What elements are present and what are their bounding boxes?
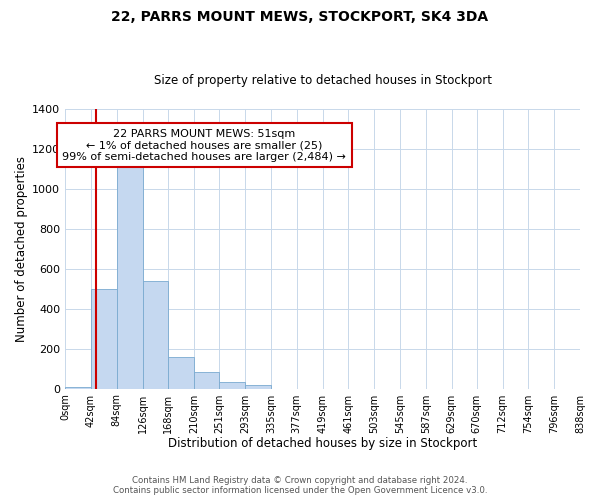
Bar	[169, 356, 194, 388]
Bar	[91, 288, 117, 388]
Text: 22, PARRS MOUNT MEWS, STOCKPORT, SK4 3DA: 22, PARRS MOUNT MEWS, STOCKPORT, SK4 3DA	[112, 10, 488, 24]
Text: 22 PARRS MOUNT MEWS: 51sqm
← 1% of detached houses are smaller (25)
99% of semi-: 22 PARRS MOUNT MEWS: 51sqm ← 1% of detac…	[62, 128, 346, 162]
Y-axis label: Number of detached properties: Number of detached properties	[15, 156, 28, 342]
Bar	[143, 281, 169, 388]
Text: Contains HM Land Registry data © Crown copyright and database right 2024.
Contai: Contains HM Land Registry data © Crown c…	[113, 476, 487, 495]
Bar	[194, 372, 220, 388]
Bar	[117, 159, 143, 388]
X-axis label: Distribution of detached houses by size in Stockport: Distribution of detached houses by size …	[168, 437, 477, 450]
Bar	[65, 386, 91, 388]
Bar	[245, 384, 271, 388]
Title: Size of property relative to detached houses in Stockport: Size of property relative to detached ho…	[154, 74, 491, 87]
Bar	[220, 382, 245, 388]
